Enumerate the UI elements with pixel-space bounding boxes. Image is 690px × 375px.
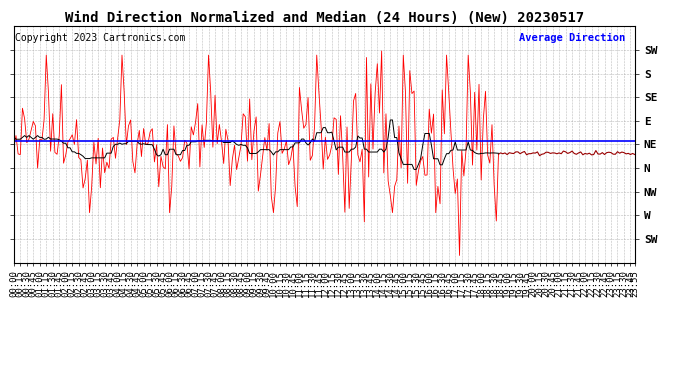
Text: Average Direction: Average Direction xyxy=(520,33,626,44)
Title: Wind Direction Normalized and Median (24 Hours) (New) 20230517: Wind Direction Normalized and Median (24… xyxy=(65,11,584,25)
Text: Copyright 2023 Cartronics.com: Copyright 2023 Cartronics.com xyxy=(15,33,186,44)
